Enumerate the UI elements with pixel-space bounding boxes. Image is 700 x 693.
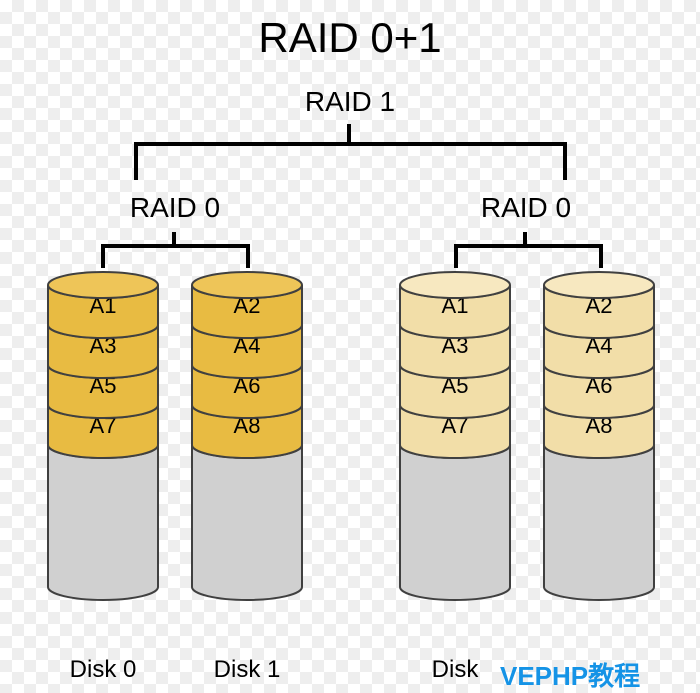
disk-label: Disk 0: [48, 656, 158, 684]
disk-label: Disk: [400, 656, 510, 684]
raid0-right-label: RAID 0: [426, 192, 626, 224]
branding-watermark: VEPHP教程: [500, 656, 640, 693]
raid1-label: RAID 1: [250, 86, 450, 118]
disk-cylinder: A8A6A4A2: [542, 270, 656, 602]
disk-cylinder: A7A5A3A1: [398, 270, 512, 602]
raid0-left-label: RAID 0: [75, 192, 275, 224]
disk-cylinder: A8A6A4A2: [190, 270, 304, 602]
disk-cylinder: A7A5A3A1: [46, 270, 160, 602]
main-title: RAID 0+1: [0, 14, 700, 62]
disk-label: Disk 1: [192, 656, 302, 684]
